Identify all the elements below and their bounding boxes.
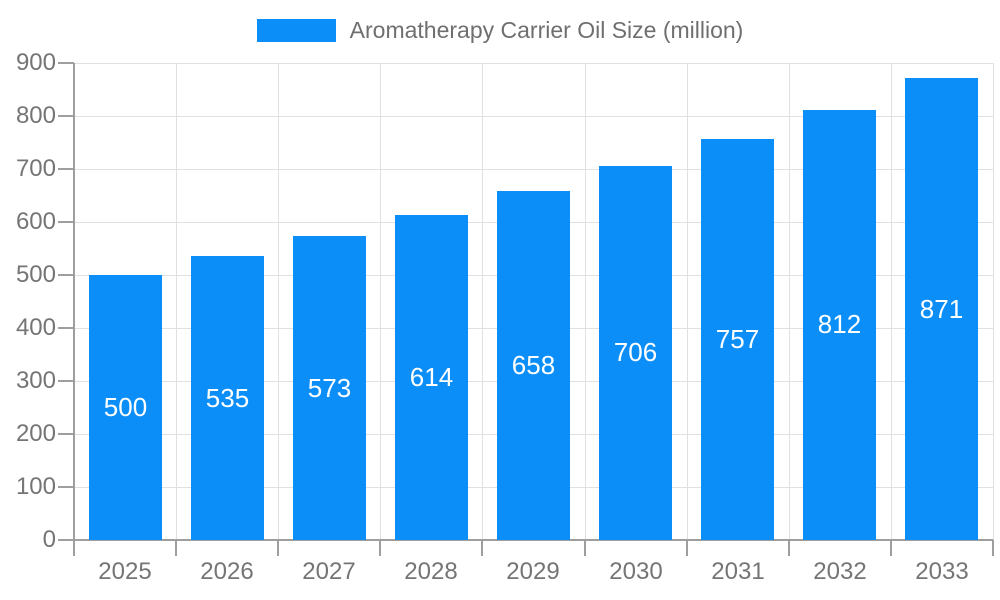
gridline-vertical <box>380 63 381 540</box>
bar-2025[interactable]: 500 <box>89 275 162 540</box>
gridline-vertical <box>891 63 892 540</box>
y-axis-tick-label: 200 <box>15 420 56 447</box>
bar-value-label: 658 <box>511 350 556 381</box>
bar-2028[interactable]: 614 <box>395 214 468 540</box>
bar-value-label: 573 <box>307 372 352 403</box>
bar-2029[interactable]: 658 <box>497 191 570 540</box>
gridline-vertical <box>993 63 994 540</box>
gridline-vertical <box>789 63 790 540</box>
bar-value-label: 812 <box>817 309 862 340</box>
gridline-vertical <box>278 63 279 540</box>
bar-value-label: 871 <box>919 293 964 324</box>
x-axis-tick <box>686 540 688 556</box>
x-axis-tick-label: 2030 <box>609 558 663 585</box>
y-axis-tick <box>58 274 74 276</box>
y-axis-line <box>73 63 75 540</box>
x-axis-tick-label: 2028 <box>404 558 458 585</box>
y-axis-tick <box>58 433 74 435</box>
x-axis-tick <box>584 540 586 556</box>
gridline-horizontal <box>74 169 993 170</box>
y-axis-tick <box>58 539 74 541</box>
bar-value-label: 500 <box>103 392 148 422</box>
x-axis-tick-label: 2029 <box>506 558 560 585</box>
y-axis-tick-label: 100 <box>15 473 56 500</box>
gridline-horizontal <box>74 116 993 117</box>
x-axis-tick <box>175 540 177 556</box>
y-axis-tick <box>58 486 74 488</box>
x-axis-tick-label: 2025 <box>98 558 152 585</box>
y-axis-tick <box>58 62 74 64</box>
y-axis-tick-label: 300 <box>15 367 56 394</box>
bar-2032[interactable]: 812 <box>803 109 876 540</box>
legend-label: Aromatherapy Carrier Oil Size (million) <box>349 17 744 43</box>
x-axis-tick <box>73 540 75 556</box>
legend-item[interactable]: Aromatherapy Carrier Oil Size (million) <box>0 17 1000 44</box>
x-axis-tick <box>992 540 994 556</box>
y-axis-tick-label: 800 <box>15 102 56 129</box>
y-axis-tick <box>58 168 74 170</box>
x-axis-line <box>73 539 993 541</box>
y-axis-tick-label: 0 <box>42 526 56 553</box>
bar-value-label: 535 <box>205 382 250 413</box>
gridline-vertical <box>585 63 586 540</box>
y-axis-tick <box>58 327 74 329</box>
bar-2030[interactable]: 706 <box>599 165 672 540</box>
bar-value-label: 706 <box>613 337 658 368</box>
y-axis-tick-label: 900 <box>15 49 56 76</box>
gridline-vertical <box>176 63 177 540</box>
x-axis-tick <box>890 540 892 556</box>
x-axis-tick-label: 2027 <box>302 558 356 585</box>
y-axis-tick <box>58 221 74 223</box>
gridline-vertical <box>687 63 688 540</box>
x-axis-tick <box>481 540 483 556</box>
bar-2026[interactable]: 535 <box>191 256 264 540</box>
y-axis-tick-label: 700 <box>15 155 56 182</box>
x-axis-tick <box>379 540 381 556</box>
x-axis-tick-label: 2026 <box>200 558 254 585</box>
bar-2027[interactable]: 573 <box>293 236 366 540</box>
y-axis-tick-label: 600 <box>15 208 56 235</box>
gridline-horizontal <box>74 63 993 64</box>
x-axis-tick <box>788 540 790 556</box>
bar-2031[interactable]: 757 <box>701 138 774 540</box>
y-axis-tick-label: 400 <box>15 314 56 341</box>
x-axis-tick-label: 2033 <box>915 558 969 585</box>
legend-swatch <box>256 19 336 42</box>
bar-2033[interactable]: 871 <box>905 78 978 540</box>
bar-value-label: 757 <box>715 323 760 354</box>
y-axis-tick-label: 500 <box>15 261 56 288</box>
y-axis-tick <box>58 115 74 117</box>
bar-value-label: 614 <box>409 361 454 392</box>
x-axis-tick <box>277 540 279 556</box>
x-axis-tick-label: 2032 <box>813 558 867 585</box>
x-axis-tick-label: 2031 <box>711 558 765 585</box>
y-axis-tick <box>58 380 74 382</box>
gridline-vertical <box>482 63 483 540</box>
